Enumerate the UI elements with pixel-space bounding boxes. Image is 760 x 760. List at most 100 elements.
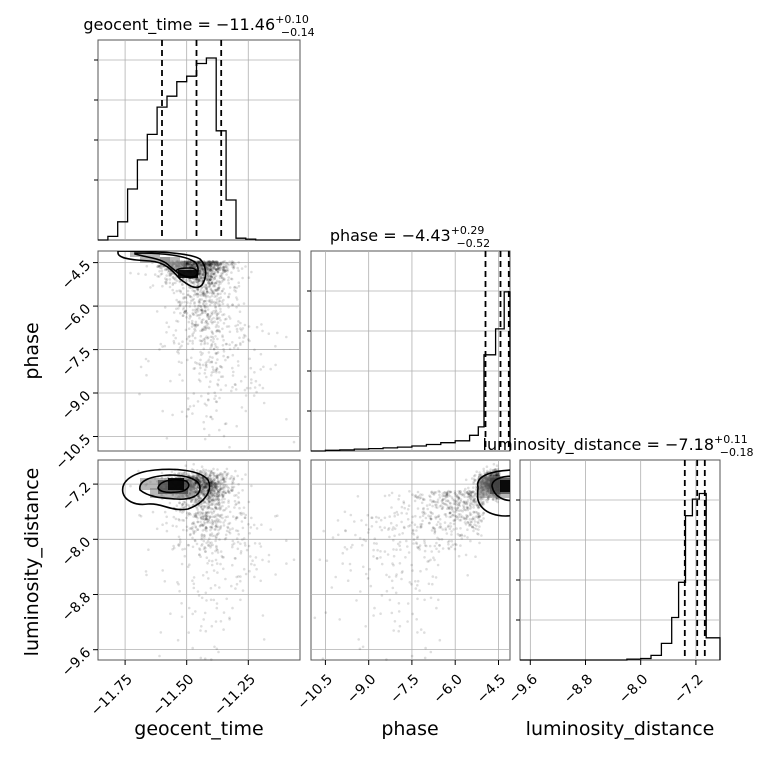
scatter-point (205, 326, 209, 330)
scatter-point (212, 266, 216, 269)
scatter-point (195, 278, 198, 282)
scatter-point (137, 469, 140, 473)
scatter-point (203, 339, 206, 342)
scatter-point (216, 270, 220, 274)
scatter-point (415, 618, 419, 621)
scatter-point (429, 514, 433, 518)
scatter-point (208, 260, 211, 263)
scatter-point (210, 262, 213, 266)
scatter-point (217, 500, 220, 504)
scatter-point (203, 536, 206, 539)
scatter-point (208, 303, 212, 307)
scatter-point (187, 262, 190, 266)
scatter-point (222, 270, 225, 273)
scatter-point (232, 370, 235, 374)
scatter-point (217, 528, 220, 532)
scatter-point (205, 285, 208, 289)
scatter-point (438, 544, 442, 547)
scatter-point (476, 515, 480, 519)
scatter-point (222, 266, 226, 269)
scatter-point (379, 556, 382, 559)
scatter-point (410, 654, 414, 658)
scatter-point (215, 562, 219, 565)
scatter-point (169, 271, 172, 275)
scatter-point (201, 293, 205, 296)
scatter-point (207, 274, 210, 277)
scatter-point (213, 320, 216, 324)
scatter-point (216, 358, 219, 361)
scatter-point (190, 264, 194, 268)
scatter-point (145, 264, 149, 268)
scatter-point (210, 260, 214, 264)
scatter-point (197, 301, 201, 304)
scatter-point (222, 287, 225, 291)
scatter-point (193, 280, 196, 283)
scatter-point (217, 286, 220, 289)
scatter-point (161, 523, 164, 526)
scatter-point (157, 275, 161, 278)
scatter-point (269, 367, 273, 371)
scatter-point (209, 415, 212, 419)
scatter-point (400, 571, 404, 574)
scatter-point (232, 267, 235, 270)
scatter-point (216, 382, 219, 386)
scatter-point (186, 262, 190, 266)
scatter-point (188, 262, 192, 266)
scatter-point (204, 293, 208, 296)
scatter-point (460, 537, 464, 540)
scatter-point (210, 299, 214, 302)
scatter-point (235, 493, 238, 497)
scatter-point (171, 283, 175, 287)
scatter-point (188, 405, 192, 408)
scatter-point (238, 310, 242, 314)
scatter-point (211, 278, 215, 281)
scatter-point (233, 383, 237, 386)
scatter-point (211, 551, 214, 555)
scatter-point (285, 417, 288, 421)
scatter-point (165, 274, 168, 277)
scatter-point (248, 357, 251, 361)
scatter-point (212, 284, 215, 288)
scatter-point (439, 522, 442, 526)
scatter-point (212, 492, 216, 496)
scatter-point (220, 300, 224, 304)
scatter-point (207, 264, 211, 268)
scatter-point (200, 596, 204, 600)
scatter-point (492, 462, 496, 466)
scatter-point (165, 515, 168, 519)
scatter-point (226, 526, 230, 530)
scatter-point (397, 602, 401, 605)
scatter-point (208, 516, 212, 520)
scatter-point (195, 307, 199, 311)
scatter-point (205, 511, 209, 515)
scatter-point (200, 533, 204, 536)
scatter-point (211, 507, 215, 511)
scatter-point (207, 278, 210, 281)
scatter-point (208, 327, 211, 330)
scatter-point (198, 316, 201, 320)
scatter-point (197, 496, 201, 500)
scatter-point (331, 536, 335, 539)
scatter-point (203, 291, 206, 295)
y-tick-label-phase: −6.0 (59, 301, 94, 336)
scatter-point (203, 285, 206, 289)
scatter-point (205, 404, 208, 407)
scatter-point (214, 264, 217, 267)
scatter-point (330, 586, 334, 589)
scatter-point (202, 270, 205, 273)
scatter-point (203, 299, 206, 303)
scatter-point (209, 262, 212, 266)
scatter-point (207, 261, 210, 264)
scatter-point (463, 508, 466, 512)
scatter-point (200, 276, 203, 280)
scatter-point (212, 467, 215, 471)
scatter-point (213, 284, 217, 288)
scatter-point (194, 265, 197, 269)
scatter-point (215, 264, 219, 268)
scatter-point (222, 313, 226, 316)
scatter-point (183, 547, 187, 551)
scatter-point (441, 492, 445, 495)
scatter-point (210, 275, 213, 279)
scatter-point (172, 339, 176, 343)
scatter-point (413, 499, 417, 503)
